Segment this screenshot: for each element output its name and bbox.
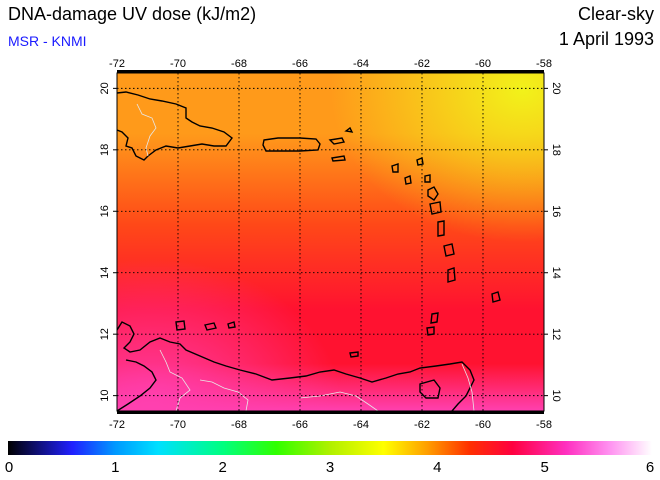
lon-tick-label-bottom: -66	[292, 419, 308, 431]
lon-tick-label-bottom: -68	[231, 419, 247, 431]
lon-tick-label-top: -64	[353, 58, 369, 70]
lat-tick-label-right: 18	[550, 144, 562, 156]
colorbar-tick-label: 1	[111, 459, 120, 476]
map-frame-top	[117, 70, 544, 73]
border-haiti-dr	[136, 103, 157, 157]
border-colombia-venezuela	[159, 349, 191, 411]
lon-tick-label-top: -58	[536, 58, 552, 70]
graticule	[117, 73, 544, 411]
lat-tick-label-right: 16	[550, 205, 562, 217]
lat-tick-label-left: 18	[99, 144, 111, 156]
lat-tick-label-left: 14	[99, 267, 111, 279]
coastline-south-america	[117, 321, 475, 411]
lat-tick-label-right: 12	[550, 328, 562, 340]
colorbar-tick-label: 0	[4, 459, 14, 476]
lon-tick-label-bottom: -60	[475, 419, 491, 431]
lon-tick-label-top: -62	[414, 58, 430, 70]
lon-tick-label-bottom: -58	[536, 419, 552, 431]
organization-label: MSR - KNMI	[8, 33, 87, 49]
coastline-hispaniola	[117, 91, 233, 161]
axis-tick-labels: -72 -72 -70 -70 -68 -68 -66 -66 -64 -64 -62 -62 -60 -…	[99, 58, 562, 431]
lon-tick-label-top: -70	[170, 58, 186, 70]
lon-tick-label-top: -72	[109, 58, 125, 70]
coastlines	[117, 91, 501, 411]
lat-tick-label-left: 12	[99, 328, 111, 340]
lat-tick-label-left: 20	[99, 82, 111, 94]
date-label: 1 April 1993	[558, 29, 654, 49]
coastline-virgin-islands	[328, 126, 354, 162]
lon-tick-label-bottom: -70	[170, 419, 186, 431]
lat-tick-label-left: 16	[99, 205, 111, 217]
border-venezuela-brazil	[299, 391, 379, 411]
coastline-lesser-antilles-south	[426, 220, 501, 336]
map-title: DNA-damage UV dose (kJ/m2)	[8, 4, 257, 24]
map-frame-bottom	[117, 411, 544, 414]
lon-tick-label-bottom: -72	[109, 419, 125, 431]
coastline-abc-islands	[175, 320, 359, 358]
coastline-trinidad	[419, 379, 441, 399]
lon-tick-label-top: -66	[292, 58, 308, 70]
lat-tick-label-right: 14	[550, 267, 562, 279]
coastline-lesser-antilles-north	[391, 157, 442, 215]
uv-field	[117, 73, 544, 411]
colorbar-tick-label: 3	[325, 459, 335, 476]
axis-ticks	[113, 87, 548, 397]
border-venezuela-guyana	[461, 363, 475, 411]
uv-field-magenta-zone	[117, 73, 544, 411]
lon-tick-label-top: -60	[475, 58, 491, 70]
colorbar-tick-label: 5	[540, 459, 549, 476]
colorbar-tick-label: 4	[433, 459, 442, 476]
lon-tick-label-bottom: -62	[414, 419, 430, 431]
lat-tick-label-right: 10	[550, 390, 562, 402]
country-borders	[136, 103, 475, 411]
lon-tick-label-bottom: -64	[353, 419, 369, 431]
lon-tick-label-top: -68	[231, 58, 247, 70]
sky-condition-label: Clear-sky	[577, 4, 654, 24]
colorbar	[8, 441, 652, 455]
lat-tick-label-left: 10	[99, 390, 111, 402]
lat-tick-label-right: 20	[550, 82, 562, 94]
colorbar-tick-label: 2	[218, 459, 227, 476]
border-venezuela-interior	[199, 379, 249, 411]
colorbar-tick-label: 6	[645, 459, 655, 476]
